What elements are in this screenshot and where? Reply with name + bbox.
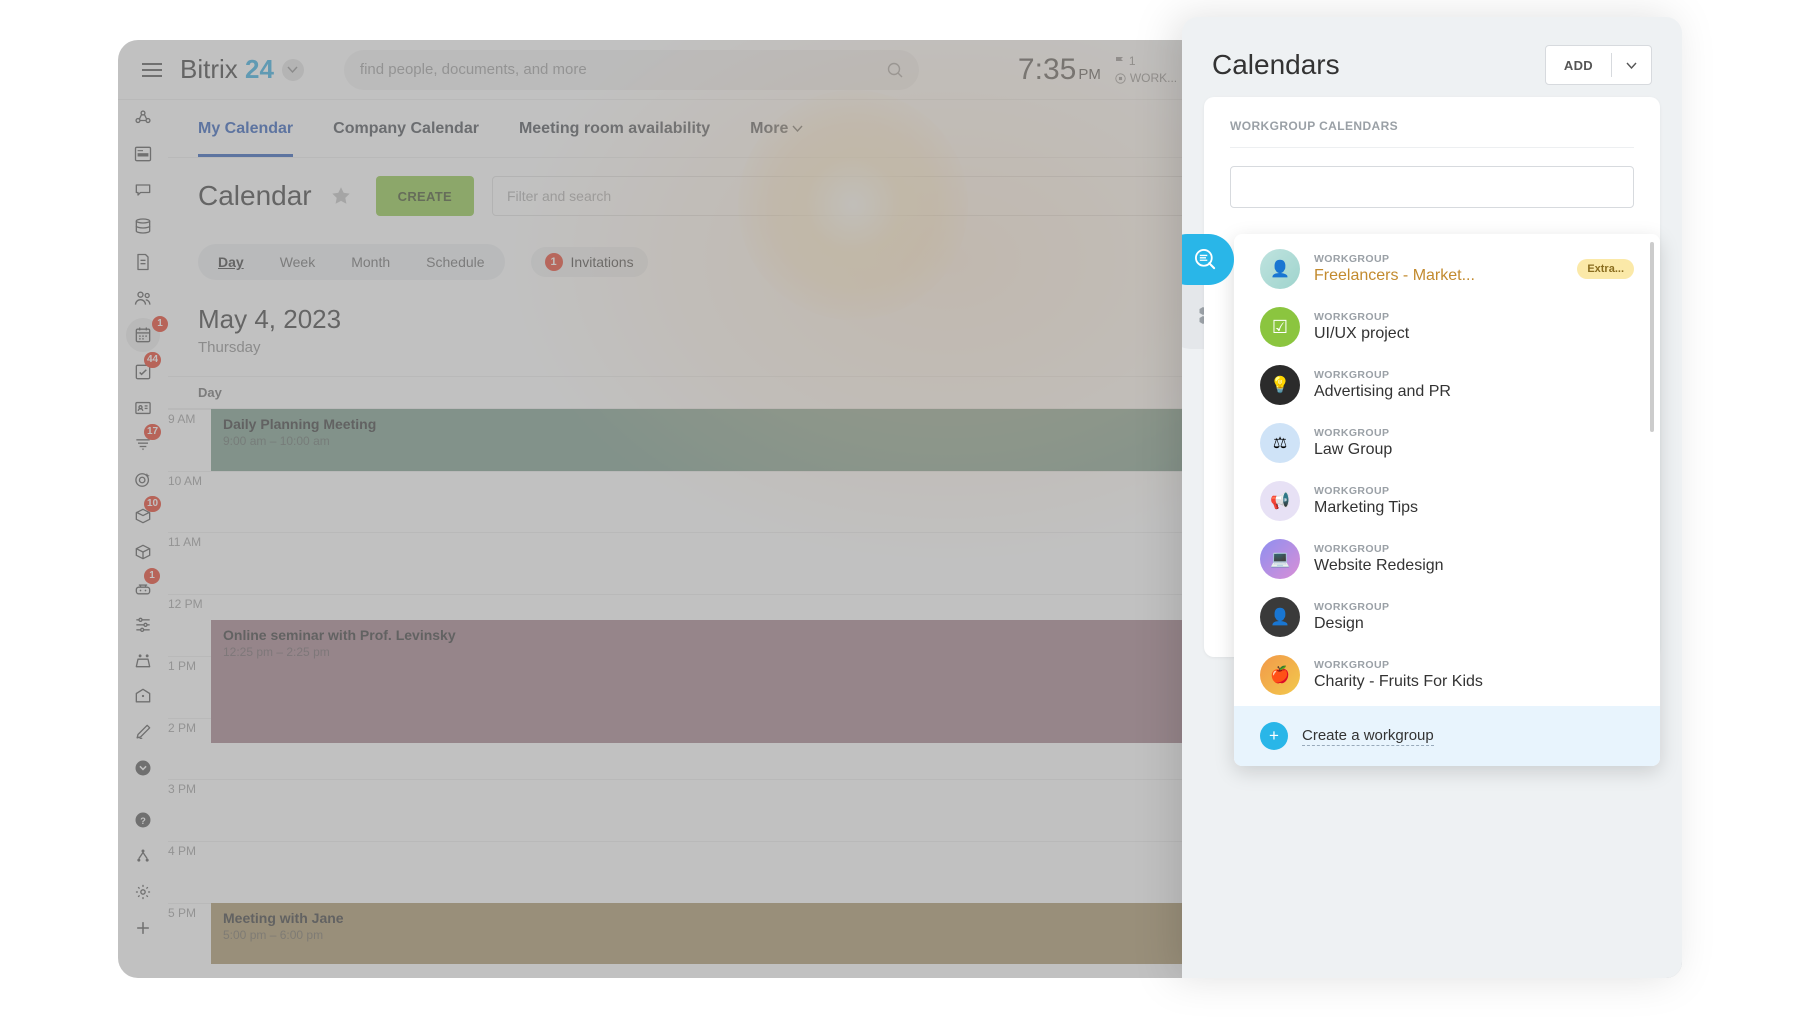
svg-text:?: ? [140, 816, 146, 826]
